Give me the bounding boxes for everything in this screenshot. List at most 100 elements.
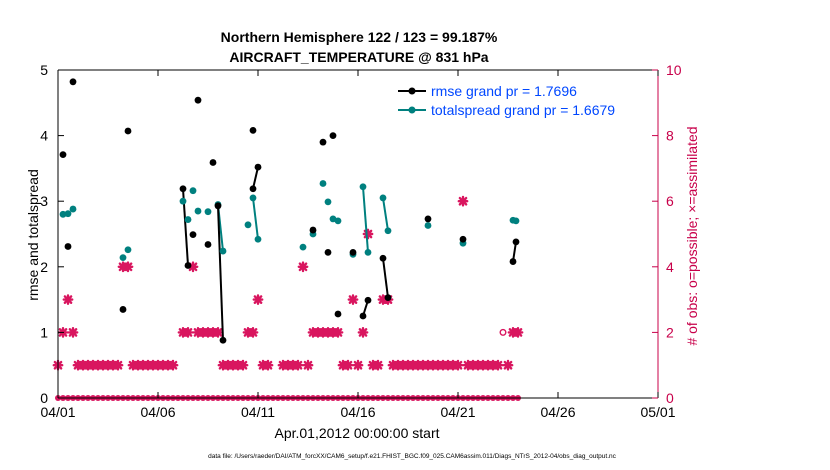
y-tick-label: 2 bbox=[40, 259, 48, 275]
totalspread-point bbox=[512, 217, 520, 225]
rmse-point bbox=[119, 306, 127, 313]
totalspread-point bbox=[299, 243, 307, 251]
rmse-point bbox=[179, 185, 187, 193]
obs-assimilated-point bbox=[252, 294, 264, 305]
obs-assimilated-point bbox=[332, 327, 344, 338]
obs-assimilated-point bbox=[167, 359, 179, 371]
totalspread-point bbox=[184, 216, 192, 223]
series-points bbox=[59, 78, 520, 344]
rmse-point bbox=[309, 226, 317, 234]
rmse-point bbox=[512, 238, 520, 246]
rmse-point bbox=[349, 248, 357, 256]
obs-assimilated-point bbox=[457, 195, 469, 207]
y-tick-label: 0 bbox=[40, 390, 48, 406]
obs-assimilated-point bbox=[62, 294, 74, 305]
obs-assimilated-point bbox=[247, 327, 259, 338]
obs-assimilated-point bbox=[452, 359, 464, 371]
totalspread-point bbox=[334, 217, 342, 225]
rmse-point bbox=[359, 312, 367, 320]
obs-assimilated-point bbox=[512, 327, 524, 338]
x-tick-label: 04/06 bbox=[140, 404, 175, 420]
totalspread-point bbox=[244, 221, 252, 229]
totalspread-point bbox=[254, 235, 262, 243]
legend-rmse-marker bbox=[408, 87, 416, 95]
totalspread-point bbox=[64, 210, 72, 218]
totalspread-point bbox=[319, 180, 327, 187]
rmse-point bbox=[204, 241, 212, 248]
rmse-point bbox=[209, 159, 217, 166]
totalspread-point bbox=[189, 187, 197, 195]
x-tick-label: 05/01 bbox=[640, 404, 675, 420]
chart-title: Northern Hemisphere 122 / 123 = 99.187% bbox=[221, 29, 498, 45]
totalspread-segment bbox=[252, 197, 259, 240]
y-tick-label: 3 bbox=[40, 193, 48, 209]
rmse-segment bbox=[382, 258, 389, 298]
plot-area bbox=[58, 70, 658, 398]
rmse-point bbox=[189, 231, 197, 239]
obs-assimilated-point bbox=[502, 359, 514, 371]
totalspread-point bbox=[204, 208, 212, 216]
obs-assimilated-point bbox=[352, 359, 364, 371]
obs-assimilated-point bbox=[182, 327, 194, 338]
obs-assimilated-point bbox=[262, 359, 274, 371]
obs-assimilated-point bbox=[347, 294, 359, 305]
rmse-point bbox=[249, 185, 257, 193]
obs-assimilated-point bbox=[342, 359, 354, 371]
y2-tick-label: 4 bbox=[666, 259, 674, 275]
rmse-point bbox=[509, 258, 517, 265]
y2-tick-label: 6 bbox=[666, 193, 674, 209]
totalspread-point bbox=[424, 222, 432, 229]
totalspread-segment bbox=[382, 197, 389, 231]
obs-assimilated-point bbox=[122, 261, 134, 273]
obs-assimilated-point bbox=[297, 261, 309, 273]
x-tick-label: 04/16 bbox=[340, 404, 375, 420]
totalspread-point bbox=[194, 207, 202, 215]
y2-tick-label: 2 bbox=[666, 324, 674, 340]
rmse-point bbox=[459, 235, 467, 243]
totalspread-point bbox=[359, 183, 367, 191]
rmse-point bbox=[329, 132, 337, 140]
rmse-point bbox=[249, 126, 257, 134]
obs-marks bbox=[52, 195, 524, 401]
rmse-point bbox=[64, 243, 72, 250]
obs-assimilated-point bbox=[292, 359, 304, 371]
totalspread-point bbox=[379, 194, 387, 202]
totalspread-segment bbox=[362, 186, 369, 253]
x-tick-label: 04/11 bbox=[241, 404, 275, 420]
rmse-point bbox=[324, 248, 332, 256]
x-tick-label: 04/26 bbox=[540, 404, 575, 420]
totalspread-point bbox=[119, 254, 127, 262]
axes: 04/01 04/06 04/11 04/16 04/21 04/26 05/0101234… bbox=[40, 62, 682, 420]
rmse-point bbox=[364, 296, 372, 304]
y2-axis-label: # of obs: o=possible; ×=assimilated bbox=[684, 126, 700, 345]
rmse-segment bbox=[217, 205, 224, 341]
obs-assimilated-point bbox=[237, 359, 249, 371]
legend: rmse grand pr = 1.7696 totalspread grand… bbox=[398, 83, 615, 118]
totalspread-point bbox=[249, 194, 257, 202]
rmse-point bbox=[384, 294, 392, 302]
totalspread-point bbox=[179, 197, 187, 205]
rmse-point bbox=[69, 78, 77, 86]
obs-assimilated-point bbox=[212, 327, 224, 338]
obs-assimilated-point bbox=[492, 359, 504, 371]
y-tick-label: 4 bbox=[40, 128, 48, 144]
totalspread-point bbox=[69, 205, 77, 213]
legend-spread-marker bbox=[408, 106, 416, 114]
rmse-point bbox=[124, 127, 132, 135]
obs-assimilated-point bbox=[302, 359, 314, 371]
legend-spread-label: totalspread grand pr = 1.6679 bbox=[431, 102, 615, 118]
obs-assimilated-point bbox=[362, 228, 374, 240]
totalspread-point bbox=[384, 227, 392, 235]
totalspread-point bbox=[219, 247, 227, 255]
obs-assimilated-point bbox=[67, 327, 79, 338]
y-axis-label: rmse and totalspread bbox=[25, 169, 41, 301]
legend-rmse-label: rmse grand pr = 1.7696 bbox=[431, 83, 577, 99]
x-tick-label: 04/21 bbox=[440, 404, 475, 420]
x-tick-label: 04/01 bbox=[40, 404, 75, 420]
rmse-segment bbox=[252, 166, 259, 189]
rmse-point bbox=[194, 96, 202, 104]
x-axis-label: Apr.01,2012 00:00:00 start bbox=[274, 425, 439, 441]
rmse-point bbox=[59, 151, 67, 159]
y2-tick-label: 8 bbox=[666, 128, 674, 144]
